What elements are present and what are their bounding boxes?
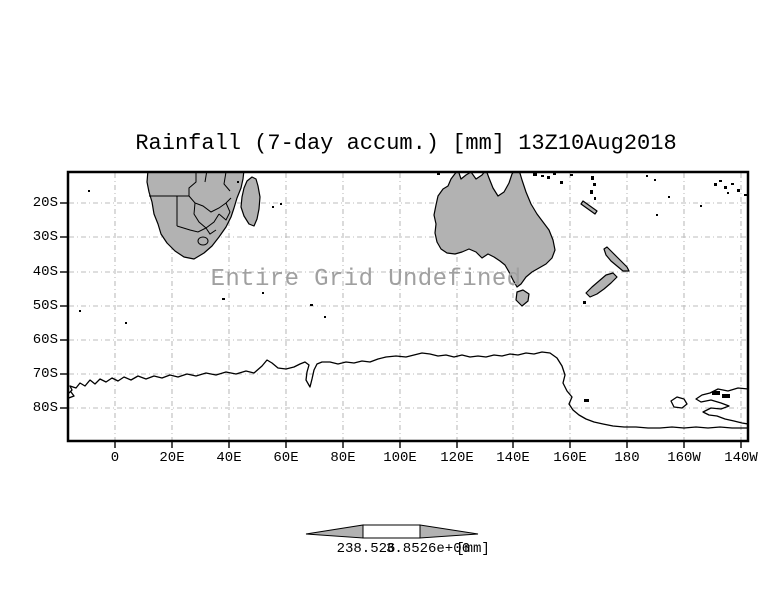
lon-label-140e: 140E xyxy=(496,450,530,466)
new-zealand-south-island xyxy=(585,272,618,298)
new-zealand-north-island xyxy=(603,246,630,272)
lon-label-100e: 100E xyxy=(383,450,417,466)
new-caledonia-island xyxy=(580,200,598,215)
antarctic-peninsula-outline xyxy=(695,387,747,425)
antarctica-ice-blobs xyxy=(584,391,730,402)
lat-label-30s: 30S xyxy=(32,229,58,245)
colorbar-right-value: 3.8526e+06 xyxy=(385,541,471,557)
colorbar-arrow xyxy=(305,524,479,539)
lon-label-160e: 160E xyxy=(553,450,587,466)
lon-label-160w: 160W xyxy=(667,450,701,466)
lon-label-120e: 120E xyxy=(440,450,474,466)
lon-label-60e: 60E xyxy=(273,450,299,466)
lon-label-140w: 140W xyxy=(724,450,758,466)
colorbar-units: [mm] xyxy=(456,541,490,557)
lon-label-0: 0 xyxy=(110,450,120,466)
lon-label-20e: 20E xyxy=(159,450,185,466)
lat-label-40s: 40S xyxy=(32,264,58,280)
map-frame xyxy=(66,170,750,443)
country-borders xyxy=(149,173,232,246)
colorbar-left-value: 238.526 xyxy=(336,541,396,557)
tasmania-island xyxy=(515,289,530,307)
lon-label-40e: 40E xyxy=(216,450,242,466)
undefined-grid-message: Entire Grid Undefined xyxy=(210,266,522,293)
lon-label-180: 180 xyxy=(614,450,640,466)
lat-label-60s: 60S xyxy=(32,332,58,348)
lat-label-20s: 20S xyxy=(32,195,58,211)
plot-title: Rainfall (7-day accum.) [mm] 13Z10Aug201… xyxy=(135,131,677,156)
lat-label-70s: 70S xyxy=(32,366,58,382)
colorbar-right-triangle xyxy=(419,524,479,539)
madagascar-island xyxy=(240,176,261,227)
lesotho-border xyxy=(197,236,209,246)
colorbar-middle-box xyxy=(362,524,421,539)
lat-label-80s: 80S xyxy=(32,400,58,416)
australia-landmass xyxy=(433,173,556,288)
lon-label-80e: 80E xyxy=(330,450,356,466)
colorbar-left-triangle xyxy=(305,524,364,539)
antarctica-coastline xyxy=(69,351,747,429)
small-islands xyxy=(79,173,747,324)
antarctic-island-outline xyxy=(670,396,688,409)
lat-label-50s: 50S xyxy=(32,298,58,314)
